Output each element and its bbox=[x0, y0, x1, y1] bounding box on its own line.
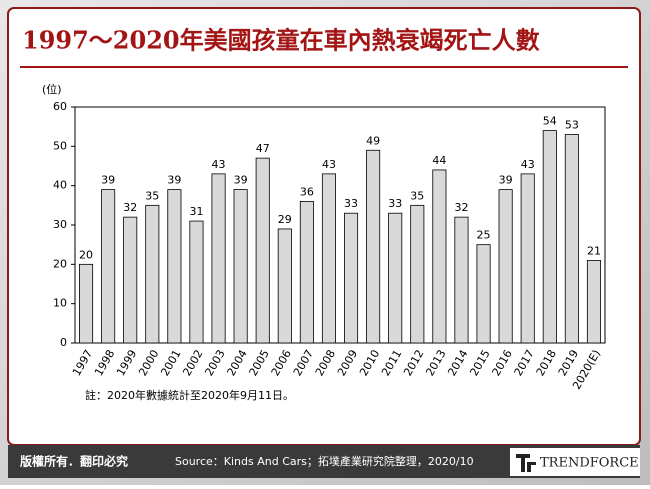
bar bbox=[542, 130, 557, 344]
data-label: 49 bbox=[366, 134, 380, 147]
data-label: 43 bbox=[212, 158, 226, 171]
y-tick-label: 60 bbox=[53, 100, 67, 113]
bar bbox=[344, 212, 359, 344]
bar bbox=[321, 173, 336, 344]
y-axis-label: (位) bbox=[42, 82, 62, 96]
bar bbox=[277, 228, 292, 344]
bar bbox=[255, 157, 270, 344]
data-label: 33 bbox=[388, 197, 402, 210]
copyright: 版權所有．翻印必究 bbox=[20, 454, 128, 469]
bar bbox=[145, 204, 160, 344]
bar bbox=[498, 189, 513, 344]
bar bbox=[366, 149, 381, 344]
data-label: 29 bbox=[278, 213, 292, 226]
data-label: 21 bbox=[587, 244, 601, 257]
data-label: 43 bbox=[322, 158, 336, 171]
data-label: 39 bbox=[167, 174, 181, 187]
data-label: 32 bbox=[454, 201, 468, 214]
bar bbox=[101, 189, 116, 344]
note: 註：2020年數據統計至2020年9月11日。 bbox=[85, 388, 294, 402]
bar bbox=[189, 220, 204, 344]
data-label: 54 bbox=[543, 115, 557, 128]
data-label: 32 bbox=[123, 201, 137, 214]
logo: TRENDFORCE bbox=[540, 456, 639, 471]
y-tick-label: 30 bbox=[53, 218, 67, 231]
y-tick-label: 20 bbox=[53, 257, 67, 270]
data-label: 31 bbox=[189, 205, 203, 218]
chart-title: 1997～2020年美國孩童在車內熱衰竭死亡人數 bbox=[22, 26, 540, 55]
data-label: 25 bbox=[477, 229, 491, 242]
data-label: 33 bbox=[344, 197, 358, 210]
data-label: 47 bbox=[256, 142, 270, 155]
bar bbox=[520, 173, 535, 344]
logo-icon bbox=[516, 454, 536, 472]
source: Source：Kinds And Cars；拓墣產業研究院整理，2020/10 bbox=[175, 454, 474, 468]
data-label: 39 bbox=[234, 174, 248, 187]
bar bbox=[233, 189, 248, 344]
bar bbox=[410, 204, 425, 344]
bar bbox=[432, 169, 447, 344]
y-tick-label: 50 bbox=[53, 139, 67, 152]
bar bbox=[564, 134, 579, 344]
y-tick-label: 0 bbox=[60, 336, 67, 349]
bar bbox=[79, 263, 94, 344]
bar bbox=[123, 216, 138, 344]
data-label: 39 bbox=[499, 174, 513, 187]
data-label: 35 bbox=[410, 189, 424, 202]
bar bbox=[586, 259, 601, 344]
data-label: 39 bbox=[101, 174, 115, 187]
bar bbox=[211, 173, 226, 344]
bar bbox=[299, 200, 314, 344]
bar bbox=[388, 212, 403, 344]
data-label: 20 bbox=[79, 248, 93, 261]
bar bbox=[167, 189, 182, 344]
y-tick-label: 10 bbox=[53, 297, 67, 310]
bar bbox=[476, 244, 491, 344]
data-label: 43 bbox=[521, 158, 535, 171]
data-label: 44 bbox=[432, 154, 446, 167]
data-label: 53 bbox=[565, 119, 579, 132]
data-label: 36 bbox=[300, 185, 314, 198]
bar bbox=[454, 216, 469, 344]
data-label: 35 bbox=[145, 189, 159, 202]
y-tick-label: 40 bbox=[53, 179, 67, 192]
